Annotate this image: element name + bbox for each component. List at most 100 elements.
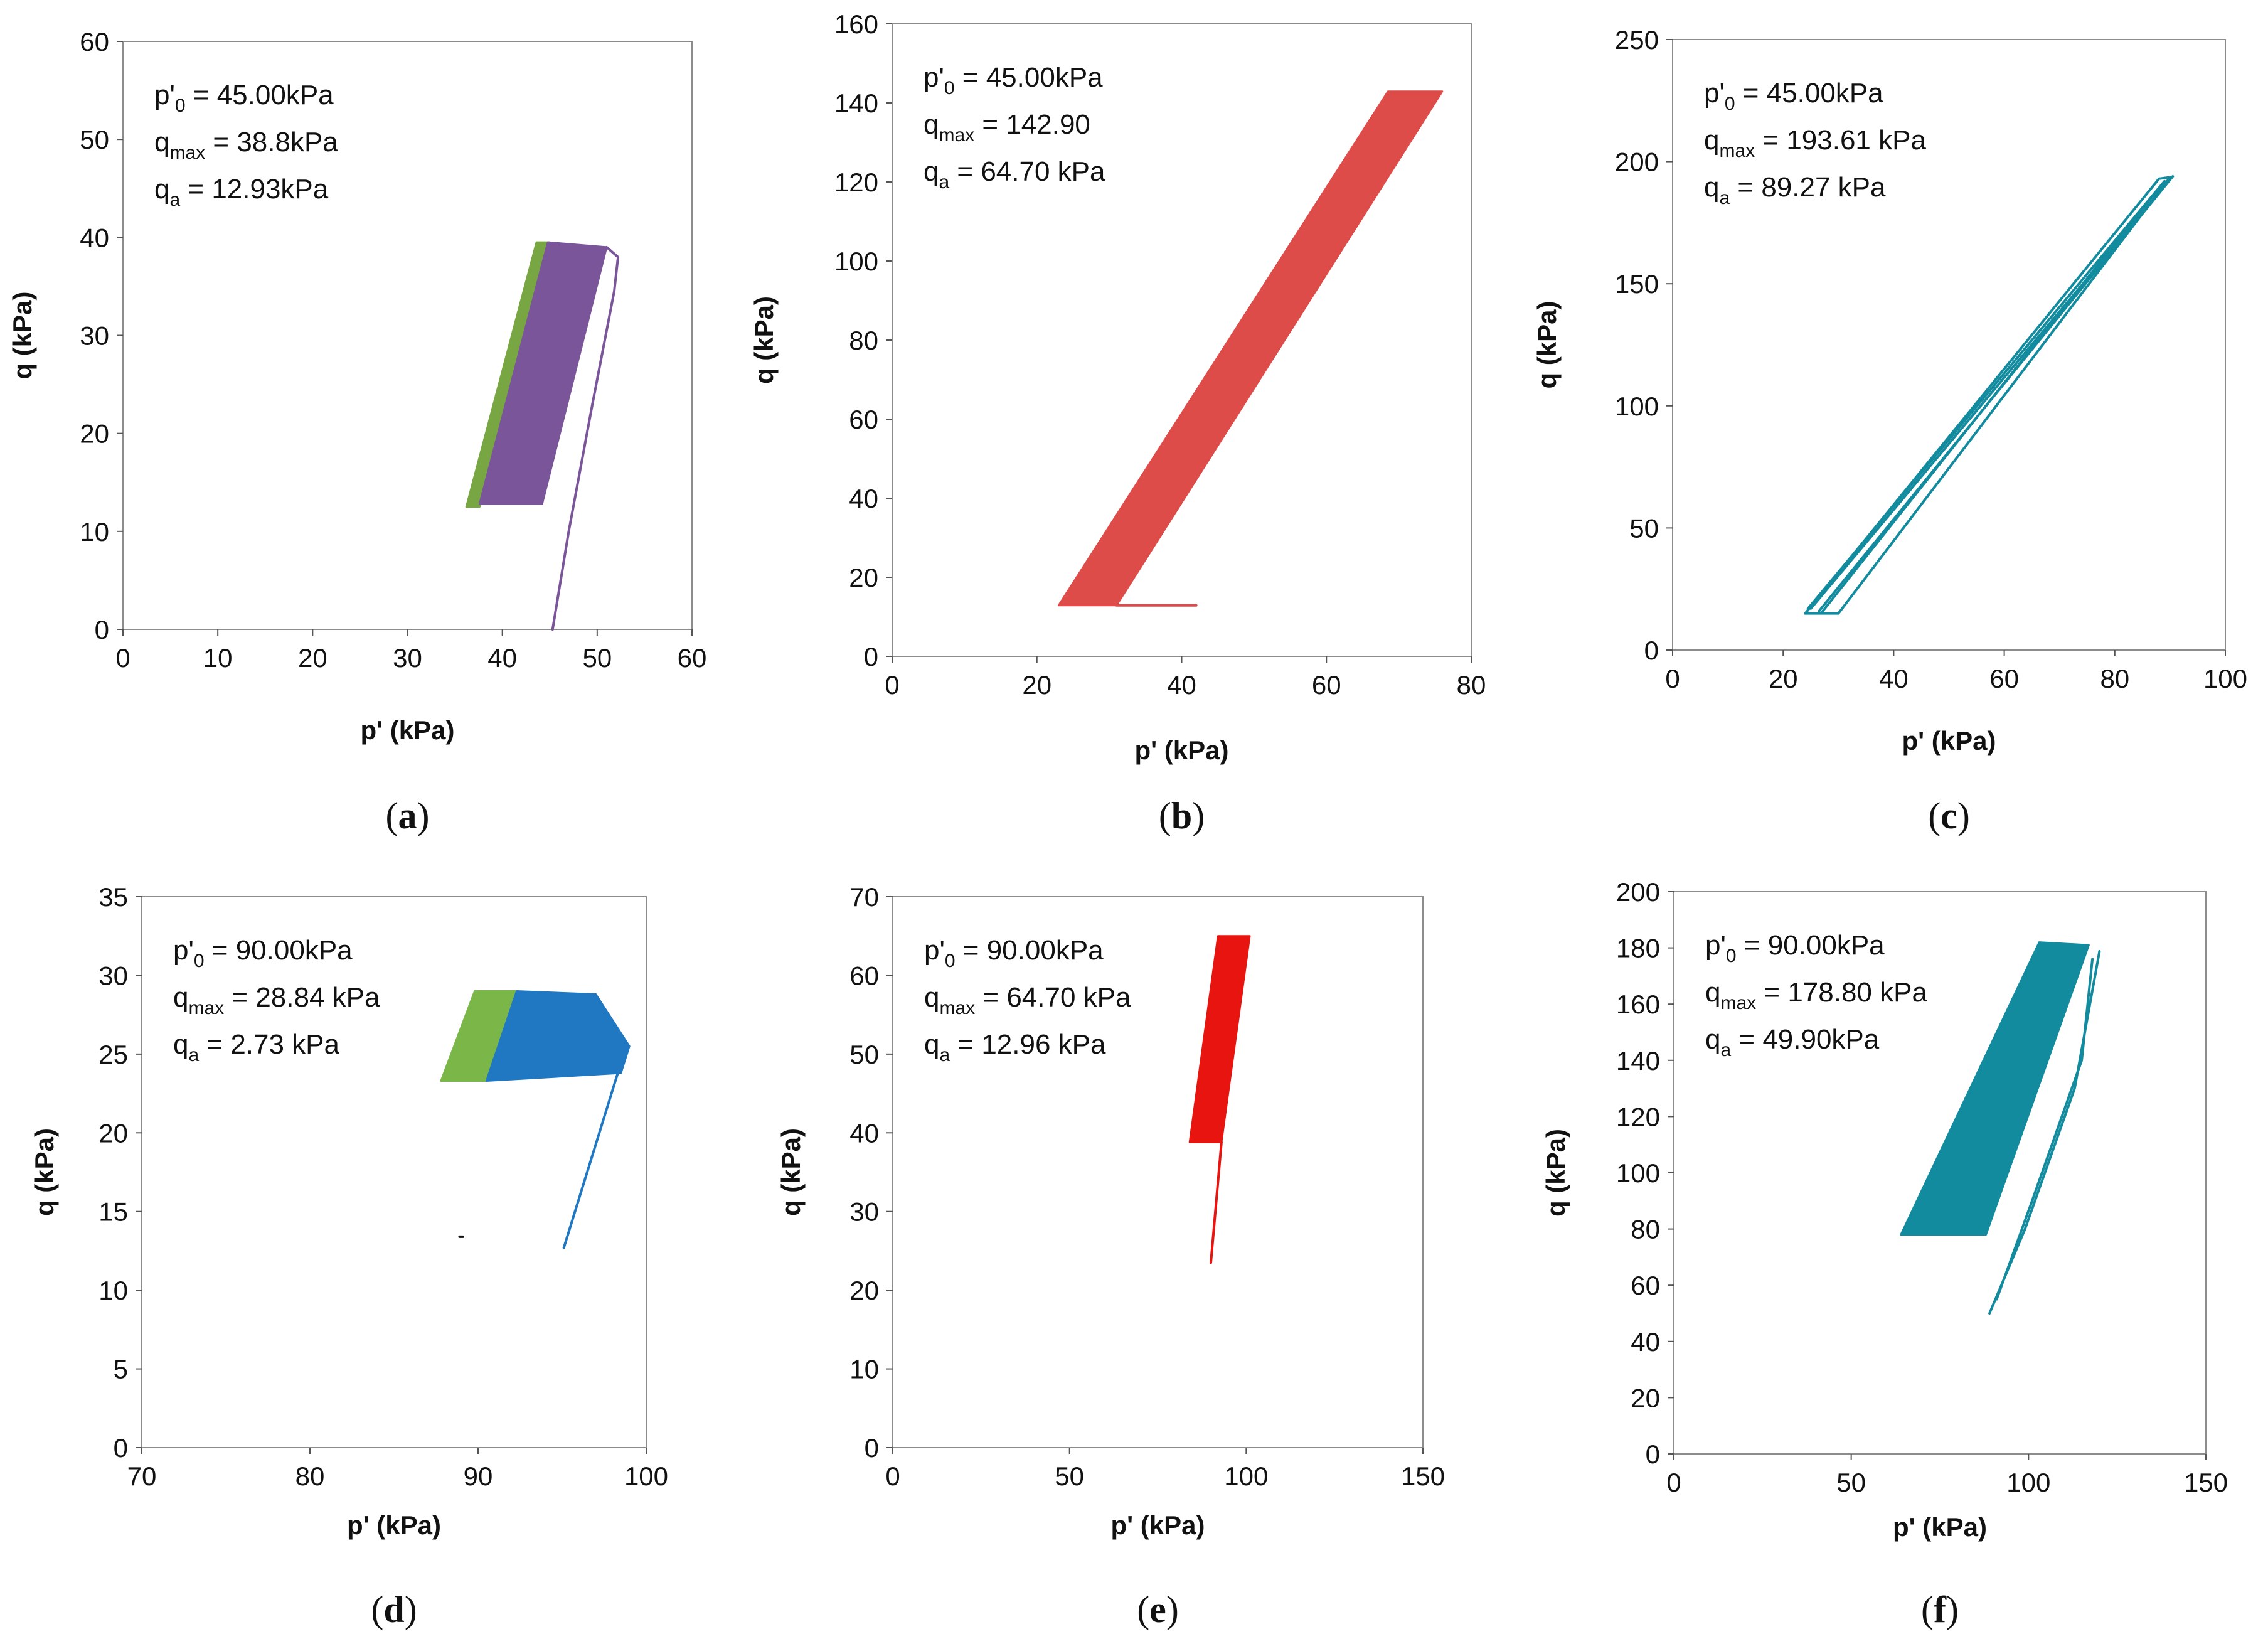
x-tick-label: 20 (1769, 664, 1798, 693)
y-tick-label: 0 (864, 642, 878, 671)
annotation-subscript: 0 (194, 951, 205, 971)
annotation-subscript: a (188, 1045, 199, 1065)
annotation-value: = 89.27 kPa (1730, 172, 1886, 203)
annotation-value: = 64.70 kPa (949, 156, 1105, 187)
y-tick-label: 120 (834, 168, 878, 197)
y-tick-label: 35 (98, 882, 128, 912)
annotation-value: = 90.00kPa (1737, 930, 1885, 961)
y-tick-label: 60 (1631, 1271, 1660, 1300)
annotation-line: p'0 = 90.00kPa (924, 935, 1104, 971)
y-tick-label: 25 (98, 1040, 128, 1069)
panel-caption-letter: e (1149, 1589, 1166, 1630)
series-line-initial-loading (1210, 1141, 1223, 1264)
x-tick-label: 80 (1457, 670, 1486, 700)
annotation-value: = 28.84 kPa (224, 982, 380, 1013)
y-tick-label: 20 (849, 1276, 879, 1305)
x-axis-label: p' (kPa) (1893, 1512, 1987, 1542)
x-tick-label: 30 (393, 643, 422, 673)
y-axis-label: q (kPa) (1532, 301, 1562, 388)
annotation-symbol: q (1705, 977, 1720, 1008)
x-tick-label: 90 (464, 1461, 493, 1491)
y-tick-label: 10 (98, 1276, 128, 1305)
annotation-subscript: a (169, 190, 180, 210)
panel-caption-letter: c (1941, 795, 1957, 836)
y-tick-label: 10 (80, 517, 109, 547)
x-tick-label: 0 (1665, 664, 1680, 693)
y-tick-label: 0 (1646, 1439, 1660, 1469)
panel-caption-letter: d (383, 1589, 404, 1630)
annotation-line: qa = 12.96 kPa (924, 1029, 1106, 1065)
x-tick-label: 0 (885, 670, 899, 700)
x-tick-label: 100 (1224, 1461, 1268, 1491)
annotation-value: = 193.61 kPa (1755, 125, 1926, 156)
annotation-subscript: 0 (1725, 93, 1735, 114)
annotation-symbol: q (924, 109, 939, 140)
x-tick-label: 100 (2006, 1468, 2050, 1497)
annotation-symbol: q (1704, 125, 1719, 156)
panel-caption-letter: b (1171, 795, 1192, 836)
panel-caption: (c) (1928, 795, 1970, 836)
y-tick-label: 100 (834, 247, 878, 276)
y-tick-label: 50 (1629, 513, 1659, 543)
x-tick-label: 100 (624, 1461, 668, 1491)
annotation-value: = 2.73 kPa (199, 1029, 339, 1060)
annotation-subscript: a (1719, 188, 1730, 208)
y-axis-label: q (kPa) (749, 296, 779, 384)
annotation-line: qa = 2.73 kPa (173, 1029, 340, 1065)
y-tick-label: 0 (865, 1433, 879, 1463)
x-tick-label: 150 (1401, 1461, 1445, 1491)
annotation-line: qmax = 193.61 kPa (1704, 125, 1926, 161)
annotation-symbol: q (173, 982, 188, 1013)
y-tick-label: 80 (849, 326, 878, 355)
x-tick-label: 100 (2203, 664, 2247, 693)
series-line-initial-loading (562, 1055, 624, 1249)
annotation-value: = 178.80 kPa (1756, 977, 1927, 1008)
annotation-line: qmax = 28.84 kPa (173, 982, 380, 1018)
annotation-line: qa = 64.70 kPa (924, 156, 1105, 193)
annotation-line: p'0 = 45.00kPa (154, 80, 334, 116)
series-band-cycles (1900, 941, 2090, 1236)
annotation-value: = 45.00kPa (955, 62, 1104, 93)
annotation-symbol: p' (924, 935, 945, 966)
y-tick-label: 100 (1616, 1158, 1660, 1188)
annotation-subscript: max (1719, 141, 1755, 161)
y-tick-label: 20 (849, 563, 878, 592)
panel-caption: (a) (386, 795, 430, 836)
panel-caption-letter: f (1934, 1589, 1947, 1630)
annotation-value: = 12.96 kPa (950, 1029, 1106, 1060)
y-axis-label: q (kPa) (776, 1128, 806, 1216)
y-tick-label: 20 (1631, 1383, 1660, 1412)
annotation-line: qa = 49.90kPa (1705, 1024, 1880, 1060)
y-tick-label: 200 (1615, 147, 1659, 177)
x-tick-label: 40 (487, 643, 517, 673)
series-band-cycles (1188, 935, 1251, 1143)
x-tick-label: 80 (2100, 664, 2129, 693)
y-tick-label: 250 (1615, 25, 1659, 55)
x-tick-label: 50 (1836, 1468, 1866, 1497)
annotation-value: = 49.90kPa (1731, 1024, 1880, 1055)
x-tick-label: 150 (2184, 1468, 2228, 1497)
y-tick-label: 70 (849, 882, 879, 912)
annotation-value: = 90.00kPa (956, 935, 1104, 966)
y-tick-label: 0 (114, 1433, 128, 1463)
y-tick-label: 160 (834, 9, 878, 39)
y-tick-label: 50 (849, 1040, 879, 1069)
series-line-loop-1 (1804, 176, 2171, 615)
panel-caption: (b) (1159, 795, 1205, 836)
y-tick-label: 30 (80, 321, 109, 351)
y-tick-label: 200 (1616, 877, 1660, 907)
y-tick-label: 5 (114, 1355, 128, 1384)
y-tick-label: 180 (1616, 934, 1660, 963)
annotation-symbol: p' (173, 935, 194, 966)
annotation-value: = 45.00kPa (1735, 78, 1884, 109)
annotation-line: qmax = 142.90 (924, 109, 1090, 146)
annotation-subscript: max (188, 998, 224, 1018)
y-tick-label: 160 (1616, 990, 1660, 1019)
annotation-subscript: 0 (945, 951, 956, 971)
y-tick-label: 80 (1631, 1215, 1660, 1244)
x-tick-label: 10 (203, 643, 233, 673)
annotation-symbol: q (924, 982, 939, 1013)
